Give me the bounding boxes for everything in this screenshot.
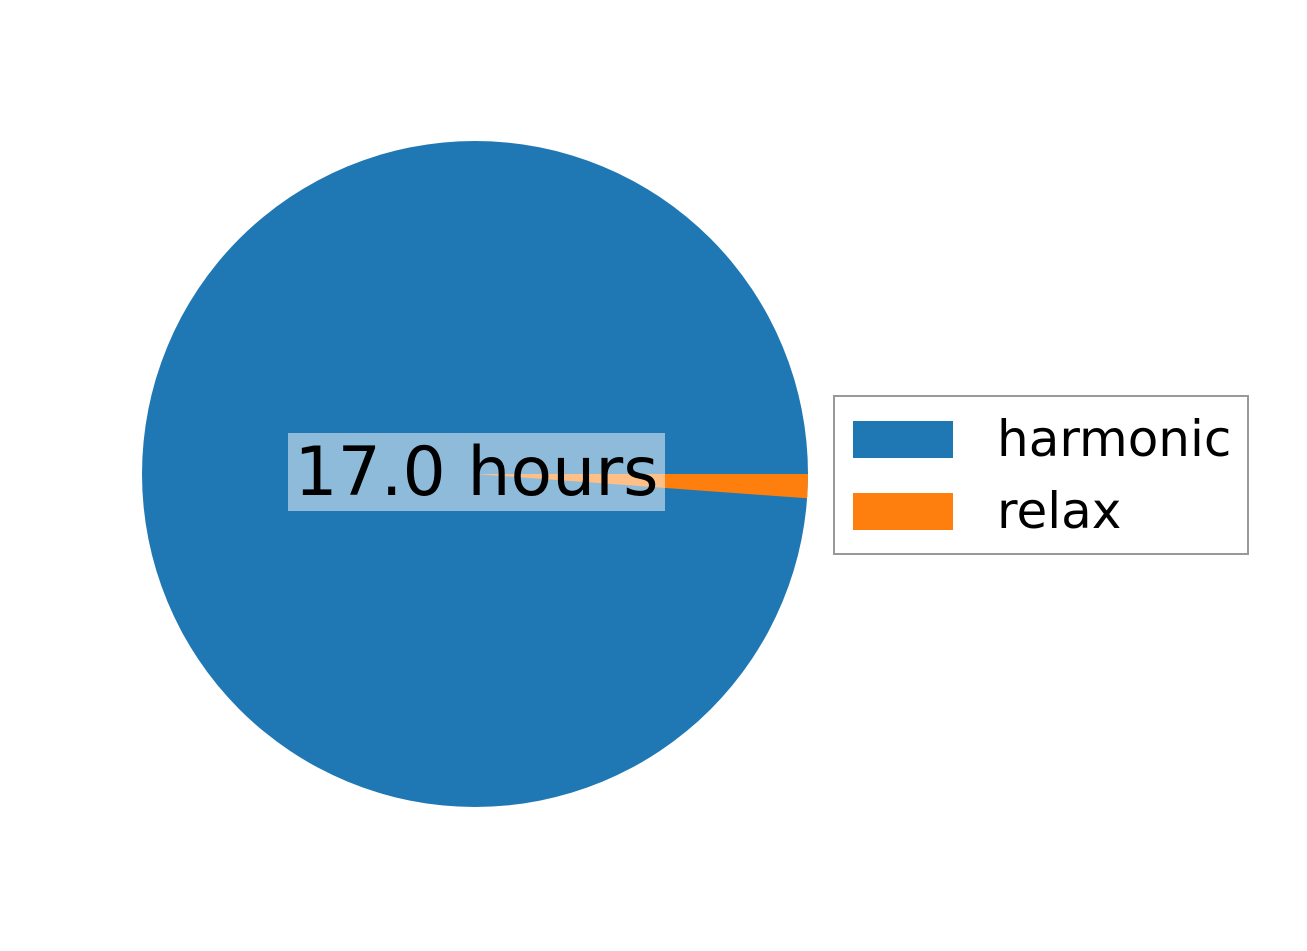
legend: harmonic relax	[833, 395, 1249, 555]
legend-item-relax: relax	[853, 486, 1247, 536]
legend-swatch-relax	[853, 492, 953, 530]
pie-center-label: 17.0 hours	[288, 433, 665, 512]
legend-item-harmonic: harmonic	[853, 414, 1247, 464]
legend-label-harmonic: harmonic	[997, 410, 1232, 468]
legend-label-relax: relax	[997, 482, 1122, 540]
legend-swatch-harmonic	[853, 420, 953, 458]
